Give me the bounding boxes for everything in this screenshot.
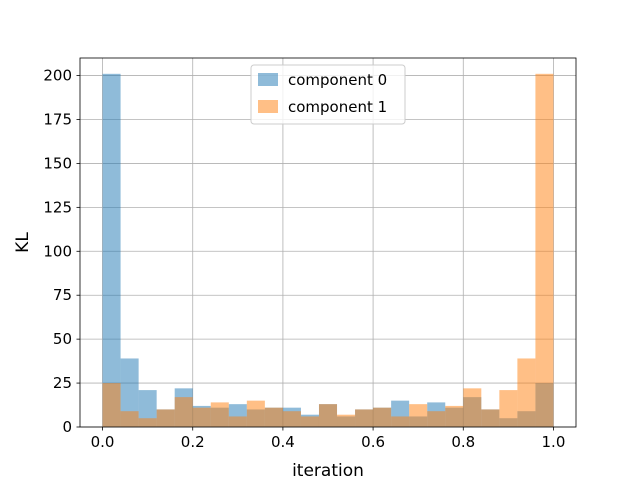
y-tick-label-8: 200 — [43, 67, 72, 85]
bar-component-1-bin-8 — [246, 400, 265, 427]
y-tick-label-3: 75 — [53, 286, 72, 304]
bar-component-1-bin-18 — [427, 411, 446, 427]
bar-component-0-bin-1 — [120, 358, 139, 427]
bar-component-1-bin-11 — [300, 416, 319, 427]
bar-component-1-bin-6 — [210, 402, 229, 427]
bar-component-1-bin-23 — [517, 358, 536, 427]
bar-component-0-bin-2 — [138, 390, 157, 427]
x-tick-label-1: 0.2 — [181, 433, 205, 451]
bar-component-1-bin-2 — [138, 418, 157, 427]
bar-component-1-bin-1 — [120, 411, 139, 427]
bar-component-1-bin-21 — [481, 409, 500, 427]
ticks-layer: 0.0 0.2 0.4 0.6 0.8 1.0 0 25 50 75 100 125 150 175 200 — [43, 67, 565, 451]
x-tick-label-0: 0.0 — [91, 433, 115, 451]
legend-swatch-component-1 — [258, 100, 278, 113]
y-tick-label-2: 50 — [53, 330, 72, 348]
bar-component-1-bin-3 — [156, 409, 175, 427]
bar-component-0-bin-0 — [102, 73, 121, 428]
bar-component-1-bin-9 — [264, 407, 283, 427]
legend-swatch-component-0 — [258, 73, 278, 86]
plot-frame — [79, 57, 577, 428]
bar-component-1-bin-16 — [391, 416, 410, 427]
bar-component-1-bin-22 — [499, 390, 518, 427]
legend-box — [250, 64, 406, 125]
y-tick-label-0: 0 — [62, 418, 72, 436]
x-tick-label-4: 0.8 — [451, 433, 475, 451]
bar-component-1-bin-4 — [174, 397, 193, 427]
bar-component-1-bin-0 — [102, 383, 121, 427]
bar-component-1-bin-7 — [228, 416, 247, 427]
y-tick-label-7: 175 — [43, 111, 72, 129]
y-tick-label-4: 100 — [43, 242, 72, 260]
x-axis-label: iteration — [292, 461, 364, 480]
bar-component-1-bin-5 — [192, 407, 211, 427]
legend-label-component-1: component 1 — [288, 98, 387, 116]
bar-component-1-bin-17 — [409, 404, 428, 427]
bar-component-1-bin-20 — [463, 388, 482, 427]
bar-component-1-bin-13 — [337, 414, 356, 427]
y-tick-label-5: 125 — [43, 198, 72, 216]
y-axis-label: KL — [13, 232, 33, 253]
legend: component 0 component 1 — [250, 64, 406, 125]
y-tick-label-1: 25 — [53, 374, 72, 392]
x-tick-label-5: 1.0 — [542, 433, 566, 451]
bars-layer — [102, 73, 554, 428]
bar-component-1-bin-15 — [373, 407, 392, 427]
y-tick-label-6: 150 — [43, 154, 72, 172]
legend-label-component-0: component 0 — [288, 71, 387, 89]
x-tick-label-2: 0.4 — [271, 433, 295, 451]
bar-component-1-bin-10 — [282, 411, 301, 427]
bar-component-1-bin-12 — [318, 404, 338, 427]
bar-component-1-bin-24 — [535, 73, 554, 428]
bar-component-1-bin-19 — [445, 405, 464, 427]
x-tick-label-3: 0.6 — [361, 433, 385, 451]
bar-component-1-bin-14 — [355, 409, 374, 427]
